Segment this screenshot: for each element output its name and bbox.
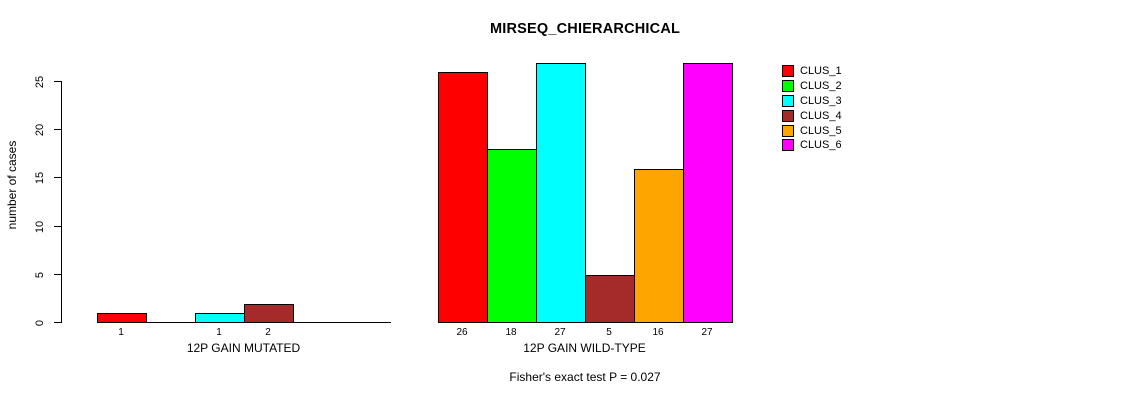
bar-value-label: 27 bbox=[554, 327, 566, 338]
bar-clus_1-wildtype bbox=[437, 72, 488, 324]
bar-clus_3-wildtype bbox=[535, 62, 586, 324]
bar-clus_6-wildtype bbox=[682, 62, 733, 324]
legend-item: CLUS_6 bbox=[782, 138, 842, 153]
legend-item: CLUS_2 bbox=[782, 79, 842, 94]
y-tick-label: 25 bbox=[34, 75, 46, 89]
y-tick-label: 0 bbox=[34, 319, 46, 327]
y-tick bbox=[54, 225, 61, 227]
y-tick bbox=[54, 273, 61, 275]
legend-item: CLUS_1 bbox=[782, 64, 842, 79]
group-label-mutated: 12P GAIN MUTATED bbox=[186, 341, 301, 355]
y-axis-label: number of cases bbox=[5, 140, 19, 230]
legend-label: CLUS_3 bbox=[800, 94, 842, 107]
legend-swatch-clus_2 bbox=[782, 80, 794, 93]
bar-value-label: 1 bbox=[118, 327, 124, 338]
legend-item: CLUS_5 bbox=[782, 123, 842, 138]
bar-value-label: 5 bbox=[606, 327, 612, 338]
y-tick-label: 15 bbox=[34, 172, 46, 185]
bar-clus_5-wildtype bbox=[633, 168, 684, 324]
bar-clus_1-mutated bbox=[96, 313, 147, 324]
bar-clus_4-mutated bbox=[243, 303, 294, 324]
legend-item: CLUS_4 bbox=[782, 108, 842, 123]
legend-swatch-clus_4 bbox=[782, 109, 794, 122]
legend: CLUS_1 CLUS_2 CLUS_3 CLUS_4 CLUS_5 CLUS_6 bbox=[782, 64, 842, 153]
group-label-wildtype: 12P GAIN WILD-TYPE bbox=[523, 341, 646, 355]
bar-value-label: 2 bbox=[265, 327, 271, 338]
bar-value-label: 18 bbox=[505, 327, 517, 338]
legend-swatch-clus_1 bbox=[782, 65, 794, 78]
bar-clus_4-wildtype bbox=[584, 274, 635, 324]
bar-clus_3-mutated bbox=[194, 313, 245, 324]
y-tick-label: 20 bbox=[34, 124, 46, 137]
bar-value-label: 1 bbox=[216, 327, 222, 338]
y-tick bbox=[54, 81, 61, 82]
legend-label: CLUS_6 bbox=[800, 139, 842, 152]
bar-value-label: 16 bbox=[652, 327, 664, 338]
y-axis-line bbox=[61, 81, 62, 323]
legend-swatch-clus_5 bbox=[782, 124, 794, 137]
bar-value-label: 27 bbox=[701, 327, 713, 338]
fisher-test-annotation: Fisher's exact test P = 0.027 bbox=[509, 370, 661, 384]
legend-item: CLUS_3 bbox=[782, 94, 842, 109]
legend-label: CLUS_5 bbox=[800, 124, 842, 137]
y-tick-label: 10 bbox=[34, 220, 46, 233]
chart-title: MIRSEQ_CHIERARCHICAL bbox=[489, 21, 681, 37]
legend-swatch-clus_6 bbox=[782, 139, 794, 152]
bar-clus_2-wildtype bbox=[486, 149, 537, 324]
y-tick bbox=[54, 129, 61, 131]
legend-swatch-clus_3 bbox=[782, 94, 794, 107]
legend-label: CLUS_2 bbox=[800, 80, 842, 93]
y-tick bbox=[54, 177, 61, 179]
bar-value-label: 26 bbox=[456, 327, 468, 338]
legend-label: CLUS_4 bbox=[800, 109, 842, 122]
y-tick bbox=[54, 322, 61, 323]
legend-label: CLUS_1 bbox=[800, 65, 842, 78]
y-tick-label: 5 bbox=[34, 271, 46, 278]
